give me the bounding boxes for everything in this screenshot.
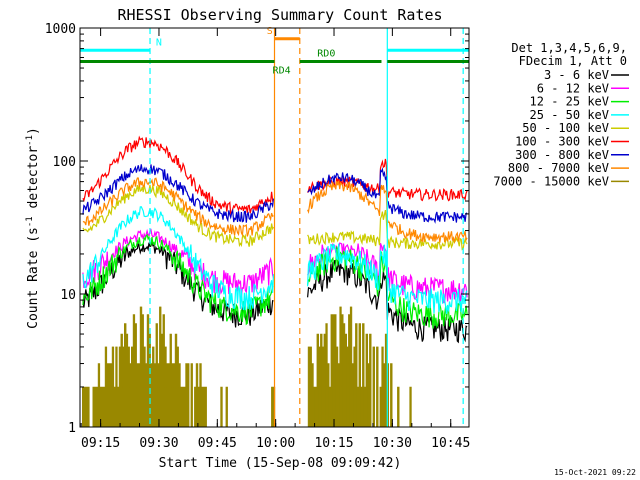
flag-label-s: S [267, 26, 273, 37]
y-tick-label: 1 [68, 421, 76, 436]
render-timestamp: 15-Oct-2021 09:22 [554, 468, 636, 477]
legend-entry-label: 25 - 50 keV [530, 108, 609, 122]
legend-header-line-2: FDecim 1, Att 0 [519, 54, 627, 68]
x-tick-label: 09:30 [139, 436, 178, 451]
legend: Det 1,3,4,5,6,9, FDecim 1, Att 0 3 - 6 k… [493, 41, 629, 188]
legend-entry-label: 6 - 12 keV [537, 81, 609, 95]
annotation-layer: N S RD4 RD0 [80, 26, 469, 427]
legend-header-line-1: Det 1,3,4,5,6,9, [511, 41, 627, 55]
legend-entry-label: 3 - 6 keV [544, 68, 609, 82]
legend-entry-label: 50 - 100 keV [522, 121, 609, 135]
y-tick-label: 10 [60, 288, 76, 303]
series-line-9 [82, 306, 412, 428]
x-tick-label: 10:00 [256, 436, 295, 451]
x-tick-label: 10:30 [373, 436, 412, 451]
y-tick-label: 100 [53, 155, 76, 170]
y-axis-label: Count Rate (s-1 detector-1) [25, 127, 41, 329]
legend-entry-label: 7000 - 15000 keV [493, 174, 609, 188]
flag-label-n: N [156, 37, 162, 48]
x-tick-label: 09:15 [81, 436, 120, 451]
flag-label-rd0: RD0 [317, 48, 335, 59]
x-tick-label: 10:15 [314, 436, 353, 451]
plot-frame [79, 27, 470, 428]
legend-entry-label: 100 - 300 keV [515, 135, 609, 149]
x-tick-label: 09:45 [198, 436, 237, 451]
x-axis-label: Start Time (15-Sep-08 09:09:42) [159, 456, 402, 471]
legend-entry-label: 300 - 800 keV [515, 148, 609, 162]
y-tick-label: 1000 [45, 22, 76, 37]
x-tick-label: 10:45 [431, 436, 470, 451]
legend-entry-label: 12 - 25 keV [530, 95, 609, 109]
legend-entry-label: 800 - 7000 keV [508, 161, 609, 175]
axes-layer: 09:15 09:30 09:45 10:00 10:15 10:30 10:45 1 10 10… [45, 22, 471, 451]
flag-label-rd4: RD4 [273, 65, 291, 76]
chart-title: RHESSI Observing Summary Count Rates [117, 6, 442, 24]
